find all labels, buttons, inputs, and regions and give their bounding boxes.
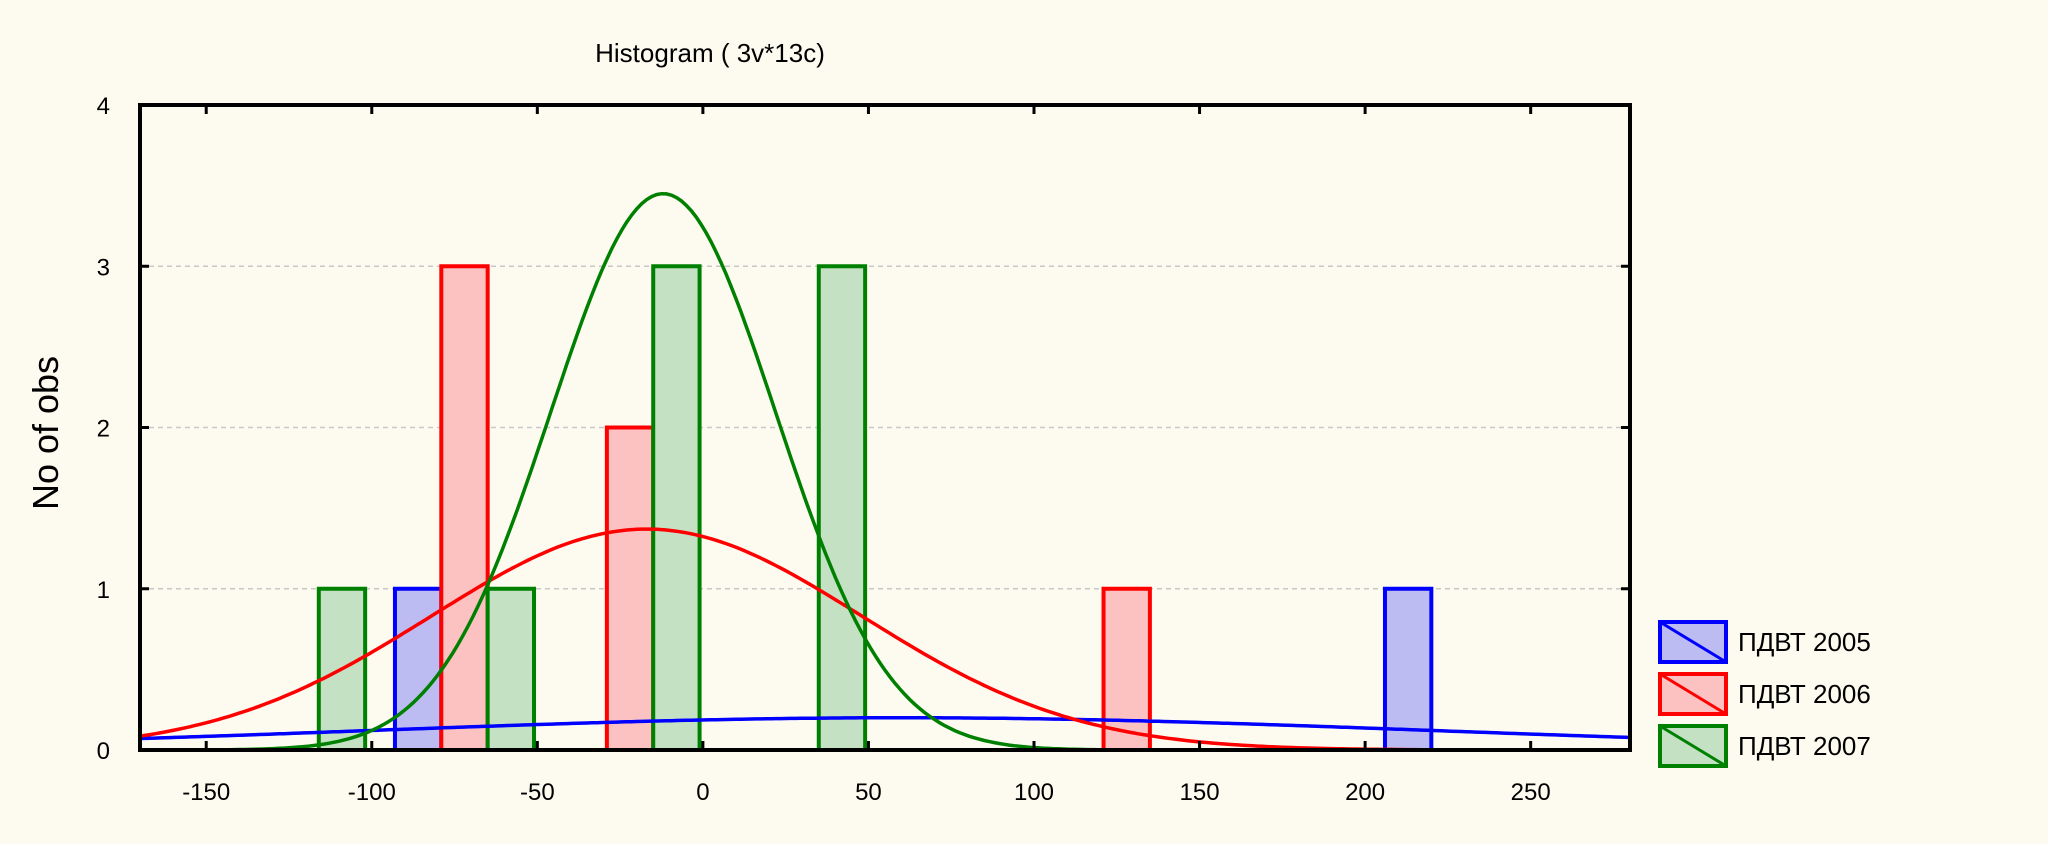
y-tick-label: 3 — [97, 254, 110, 281]
x-tick-label: 150 — [1180, 779, 1220, 806]
legend-label-1: ПДВТ 2005 — [1738, 627, 1871, 657]
x-tick-label: -100 — [348, 779, 396, 806]
bar-series-2 — [604, 425, 656, 752]
bar-series-2 — [1101, 586, 1152, 752]
y-tick-label: 4 — [97, 93, 110, 120]
legend-swatch-diagonal — [1659, 724, 1727, 768]
chart-title: Histogram ( 3v*13c) — [595, 38, 825, 68]
x-tick-label: 100 — [1014, 779, 1054, 806]
x-tick-label: -150 — [182, 779, 230, 806]
legend-swatch-diagonal — [1659, 672, 1727, 716]
x-tick-label: 200 — [1345, 779, 1385, 806]
histogram-bars — [316, 264, 1434, 752]
bar-series-3 — [651, 264, 702, 752]
bar-series-3 — [816, 264, 868, 752]
y-tick-label: 2 — [97, 416, 110, 443]
bar-series-2 — [439, 264, 490, 752]
curve-series-1 — [139, 716, 1631, 741]
legend-label-3: ПДВТ 2007 — [1738, 731, 1871, 761]
x-tick-label: -50 — [520, 779, 555, 806]
legend-label-2: ПДВТ 2006 — [1738, 679, 1871, 709]
legend: ПДВТ 2005 ПДВТ 2006 ПДВТ 2007 — [1658, 620, 1871, 768]
y-axis-label: No of obs — [25, 356, 66, 510]
y-tick-label: 1 — [97, 577, 110, 604]
grid-lines — [140, 265, 1630, 590]
x-tick-label: 50 — [855, 779, 882, 806]
x-tick-label: 0 — [696, 779, 709, 806]
y-tick-label: 0 — [97, 738, 110, 765]
axis-ticks: 0 1 2 3 4 -150 -100 -50 0 50 100 150 200 250 — [97, 93, 1630, 806]
bar-series-1 — [1382, 586, 1434, 752]
x-tick-label: 250 — [1511, 779, 1551, 806]
legend-swatch-diagonal — [1659, 620, 1727, 664]
